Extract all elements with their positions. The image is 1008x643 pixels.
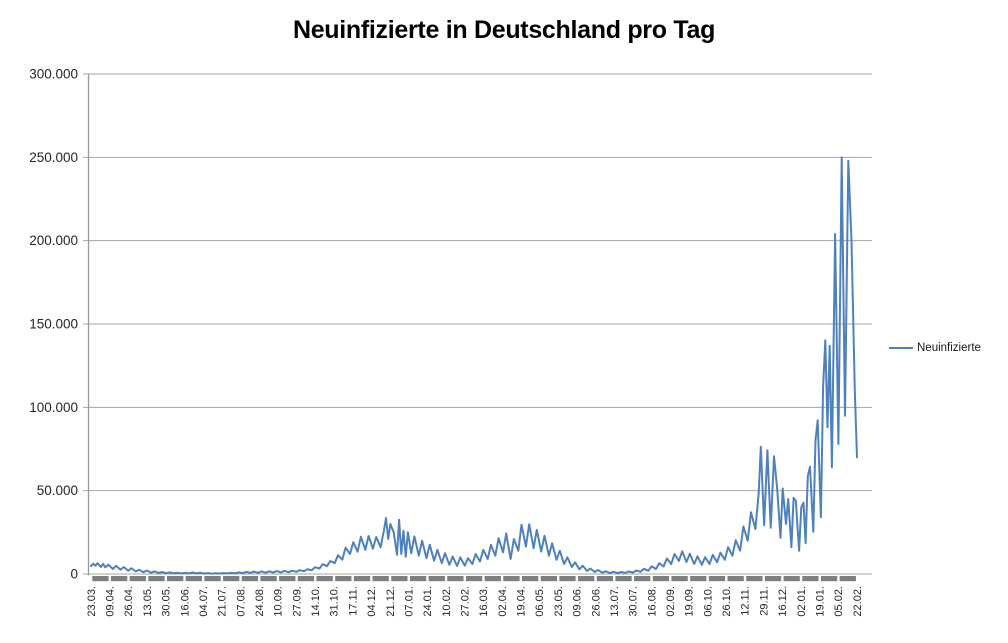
x-axis-tick-band	[279, 576, 296, 582]
x-axis-tick-band	[447, 576, 464, 582]
y-axis-tick-label: 100.000	[29, 400, 78, 415]
x-axis-tick-band	[297, 576, 315, 582]
legend-line-icon	[889, 347, 913, 349]
x-axis-tick-label: 30.05.	[161, 586, 173, 617]
x-axis-tick-band	[391, 576, 408, 582]
x-axis-tick-band	[746, 576, 763, 582]
x-axis-tick-band	[204, 576, 221, 582]
y-axis-tick-label: 50.000	[37, 483, 78, 498]
x-axis-tick-label: 16.03.	[478, 586, 490, 617]
x-axis-tick-band	[820, 576, 838, 582]
x-axis-tick-label: 12.11.	[740, 586, 752, 616]
x-axis-tick-band	[260, 576, 277, 582]
x-axis-tick-band	[409, 576, 427, 582]
x-axis-tick-label: 23.03.	[86, 586, 98, 617]
x-axis-tick-label: 09.06.	[572, 586, 584, 617]
x-axis-tick-label: 02.09.	[665, 586, 677, 617]
x-axis-tick-band	[372, 576, 389, 582]
x-axis-tick-band	[634, 576, 651, 582]
x-axis-tick-band	[503, 576, 520, 582]
x-axis-tick-band	[615, 576, 632, 582]
y-axis-tick-label: 300.000	[29, 67, 78, 82]
x-axis-tick-label: 02.01.	[796, 586, 808, 617]
x-axis-tick-band	[559, 576, 576, 582]
x-axis-tick-label: 17.11.	[347, 586, 359, 616]
x-axis-tick-band	[596, 576, 614, 582]
x-axis-tick-label: 21.07.	[217, 586, 229, 617]
x-axis-tick-band	[783, 576, 800, 582]
x-axis-tick-label: 04.12.	[366, 586, 378, 617]
x-axis-tick-band	[428, 576, 445, 582]
x-axis-tick-label: 09.04.	[105, 586, 117, 617]
x-axis-tick-band	[316, 576, 333, 582]
x-axis-tick-label: 19.09.	[684, 586, 696, 617]
y-axis-tick-label: 250.000	[29, 150, 78, 165]
series-line-neuinfizierte	[90, 156, 858, 575]
x-axis-tick-band	[465, 576, 483, 582]
x-axis-tick-label: 27.02.	[460, 586, 472, 617]
legend-label: Neuinfizierte	[917, 342, 981, 354]
x-axis-tick-band	[671, 576, 688, 582]
x-axis-tick-label: 06.05.	[534, 586, 546, 617]
x-axis-tick-band	[185, 576, 202, 582]
x-axis-tick-label: 10.02.	[441, 586, 453, 617]
x-axis-tick-label: 26.04.	[123, 586, 135, 617]
x-axis-tick-label: 21.12.	[385, 586, 397, 617]
x-axis-tick-band	[540, 576, 557, 582]
x-axis-tick-label: 26.10.	[721, 586, 733, 617]
x-axis-tick-label: 07.08.	[235, 586, 247, 617]
x-axis-tick-band	[690, 576, 707, 582]
x-axis-tick-band	[148, 576, 165, 582]
x-axis-tick-band	[708, 576, 726, 582]
x-axis-tick-band	[353, 576, 371, 582]
x-axis-tick-label: 26.06.	[590, 586, 602, 617]
x-axis-tick-band	[335, 576, 352, 582]
x-axis-tick-label: 04.07.	[198, 586, 210, 617]
x-axis-tick-label: 24.08.	[254, 586, 266, 617]
x-axis-tick-band	[110, 576, 128, 582]
x-axis-tick-label: 06.10.	[702, 586, 714, 617]
x-axis-tick-label: 29.11.	[758, 586, 770, 616]
x-axis-tick-band	[223, 576, 240, 582]
x-axis-tick-band	[92, 576, 109, 582]
x-axis-tick-label: 30.07.	[628, 586, 640, 617]
x-axis-tick-label: 05.02.	[833, 586, 845, 617]
y-axis-tick-label: 0	[70, 567, 78, 582]
x-axis-tick-band	[727, 576, 744, 582]
x-axis-tick-label: 16.12.	[777, 586, 789, 617]
x-axis-tick-band	[652, 576, 670, 582]
x-axis-tick-label: 16.08.	[646, 586, 658, 617]
x-axis-tick-label: 19.01.	[814, 586, 826, 617]
chart-title: Neuinfizierte in Deutschland pro Tag	[292, 16, 716, 44]
x-axis-tick-band	[802, 576, 819, 582]
x-axis-tick-label: 19.04.	[516, 586, 528, 617]
x-axis-tick-band	[839, 576, 856, 582]
legend: Neuinfizierte	[889, 340, 981, 356]
x-axis-tick-label: 10.09.	[273, 586, 285, 617]
x-axis-tick-band	[167, 576, 184, 582]
x-axis-tick-label: 31.10.	[329, 586, 341, 617]
x-axis-tick-label: 22.02.	[852, 586, 864, 617]
x-axis-tick-label: 13.07.	[609, 586, 621, 617]
y-axis-tick-label: 200.000	[29, 233, 78, 248]
x-axis-tick-label: 24.01.	[422, 586, 434, 617]
x-axis-tick-label: 02.04.	[497, 586, 509, 617]
x-axis-tick-band	[129, 576, 146, 582]
x-axis-tick-label: 07.01.	[403, 586, 415, 617]
x-axis-tick-band	[764, 576, 782, 582]
x-axis-tick-label: 23.05.	[553, 586, 565, 617]
x-axis-tick-band	[241, 576, 259, 582]
x-axis-tick-band	[522, 576, 539, 582]
x-axis-tick-label: 16.06.	[179, 586, 191, 617]
x-axis-tick-label: 14.10.	[310, 586, 322, 617]
x-axis-tick-band	[484, 576, 501, 582]
x-axis-tick-band	[578, 576, 595, 582]
y-axis-tick-label: 150.000	[29, 317, 78, 332]
x-axis-tick-label: 13.05.	[142, 586, 154, 617]
x-axis-tick-label: 27.09.	[291, 586, 303, 617]
